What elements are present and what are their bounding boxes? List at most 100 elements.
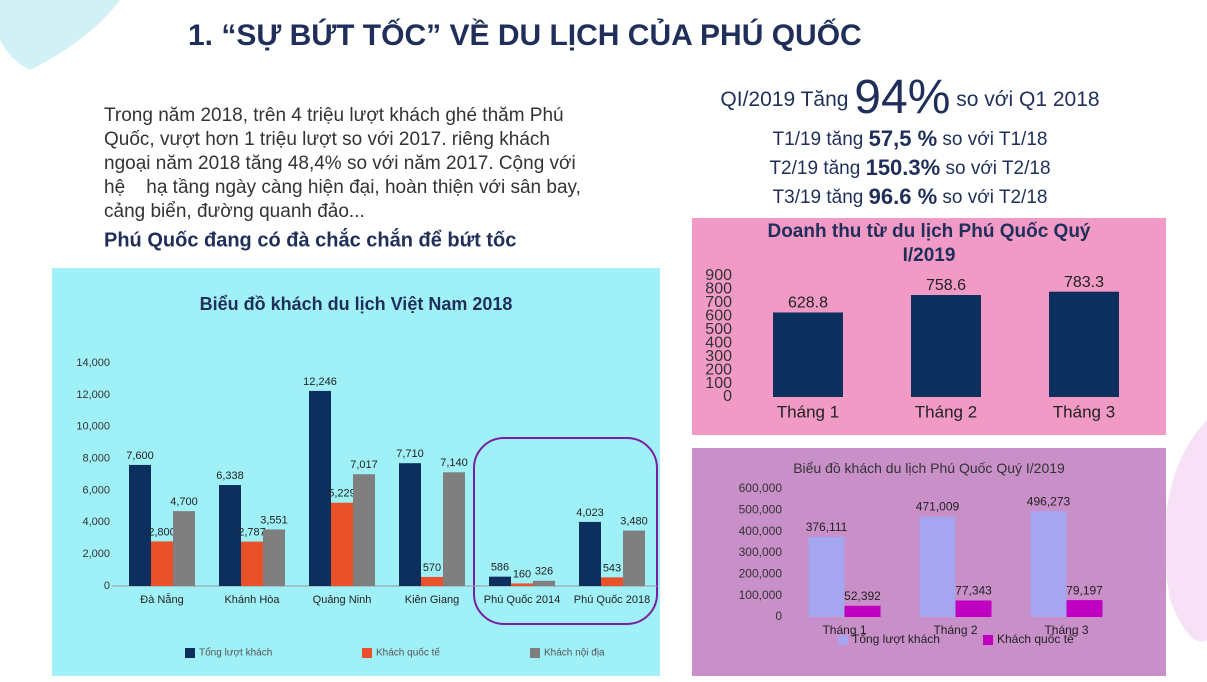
legend-label: Khách quốc tế [376,647,440,659]
value-label: 7,017 [350,459,378,471]
bar [129,464,151,586]
bar [399,463,421,586]
value-label: 758.6 [926,277,966,294]
chart-title: Biểu đồ khách du lịch Phú Quốc Quý I/201… [793,460,1065,476]
growth-row: T1/19 tăng 57,5 % so với T1/18 [773,126,1048,151]
value-label: 7,600 [126,450,154,462]
x-tick-label: Kiên Giang [405,594,459,606]
bar [309,390,331,586]
bar [241,541,263,586]
bar [911,295,981,397]
y-tick-label: 300 [705,348,732,365]
y-tick-label: 500 [705,321,732,338]
y-tick-label: 8,000 [82,452,110,464]
value-label: 783.3 [1064,274,1104,291]
legend-swatch [983,635,993,645]
legend-swatch [838,635,848,645]
y-tick-label: 4,000 [82,516,110,528]
y-tick-label: 100,000 [739,588,783,602]
bar [1049,291,1119,397]
growth-value: 57,5 % [869,126,938,151]
growth-value: 150.3% [866,155,941,180]
value-label: 543 [603,562,621,574]
x-tick-label: Tháng 3 [1053,402,1115,421]
bar [1066,600,1103,617]
x-tick-label: Quảng Ninh [313,594,372,606]
chart-title: Biểu đồ khách du lịch Việt Nam 2018 [199,294,513,314]
y-tick-label: 300,000 [739,545,783,559]
bar [263,529,285,586]
bar [533,580,555,586]
bar [443,472,465,586]
growth-row: T2/19 tăng 150.3% so với T2/18 [769,155,1050,180]
y-tick-label: 700 [705,294,732,311]
intro-highlight: Phú Quốc đang có đà chắc chắn để bứt tốc [104,227,516,251]
bar [955,600,992,617]
value-label: 52,392 [844,589,881,603]
y-tick-label: 900 [705,267,732,284]
bar [623,530,645,586]
growth-row: T3/19 tăng 96.6 % so với T2/18 [773,184,1048,209]
bar [1030,511,1067,617]
bar [579,521,601,586]
y-tick-label: 200 [705,361,732,378]
bar [173,511,195,586]
legend-label: Tổng lượt khách [199,647,272,659]
y-tick-label: 600 [705,308,732,325]
y-tick-label: 200,000 [739,567,783,581]
intro: Trong năm 2018, trên 4 triệu lượt khách … [104,105,581,222]
value-label: 5,229 [328,488,356,500]
legend-label: Tổng lượt khách [852,632,940,646]
legend-swatch [185,648,195,658]
value-label: 3,551 [260,514,288,526]
growth-rows: T1/19 tăng 57,5 % so với T1/18 T2/19 tăng… [769,126,1050,209]
x-tick-label: Khánh Hòa [224,594,280,606]
value-label: 79,197 [1066,583,1103,597]
value-label: 376,111 [806,520,848,534]
x-tick-label: Tháng 1 [777,402,839,421]
y-tick-label: 400,000 [739,524,783,538]
value-label: 628.8 [788,295,828,312]
bar [773,312,843,397]
charts: 0 2,000 4,000 6,000 8,000 10,000 12,000 14,000 Đ… [76,267,1119,659]
bar [601,577,623,586]
bar [919,516,956,617]
y-tick-label: 100 [705,375,732,392]
y-tick-label: 14,000 [76,357,110,369]
x-tick-label: Tháng 2 [915,402,977,421]
y-tick-label: 12,000 [76,389,110,401]
value-label: 12,246 [303,376,337,388]
intro-line: Quốc, vượt hơn 1 triệu lượt so với 2017.… [104,129,550,150]
growth-suffix: so với T2/18 [945,158,1050,179]
intro-line: Trong năm 2018, trên 4 triệu lượt khách … [104,105,564,126]
chart-panel [52,268,660,676]
x-tick-label: Đà Nẵng [140,593,183,606]
legend-swatch [362,648,372,658]
intro-line: cảng biển, đường quanh đảo... [104,201,365,222]
y-tick-label: 0 [723,388,732,405]
value-label: 4,700 [170,496,198,508]
bar [331,502,353,586]
highlight-frame [473,437,658,625]
growth-suffix: so với Q1 2018 [956,88,1099,111]
growth-suffix: so với T1/18 [942,129,1047,150]
y-tick-label: 2,000 [82,548,110,560]
value-label: 570 [423,562,441,574]
x-tick-label: Tháng 1 [822,623,866,637]
x-tick-label: Phú Quốc 2018 [574,594,650,606]
legend-label: Khách quốc tế [997,632,1074,646]
growth-headline: QI/2019 Tăng 94% so với Q1 2018 [720,71,1099,124]
y-tick-label: 800 [705,281,732,298]
bar [511,583,533,586]
slide-title: 1. “SỰ BỨT TỐC” VỀ DU LỊCH CỦA PHÚ QUỐC [188,18,862,52]
bar [421,576,443,586]
y-tick-label: 10,000 [76,421,110,433]
growth-prefix: T2/19 tăng [769,158,860,179]
y-tick-label: 0 [104,580,110,592]
value-label: 160 [513,568,531,580]
value-label: 496,273 [1027,494,1071,508]
value-label: 3,480 [620,515,648,527]
decoration [0,0,1207,642]
